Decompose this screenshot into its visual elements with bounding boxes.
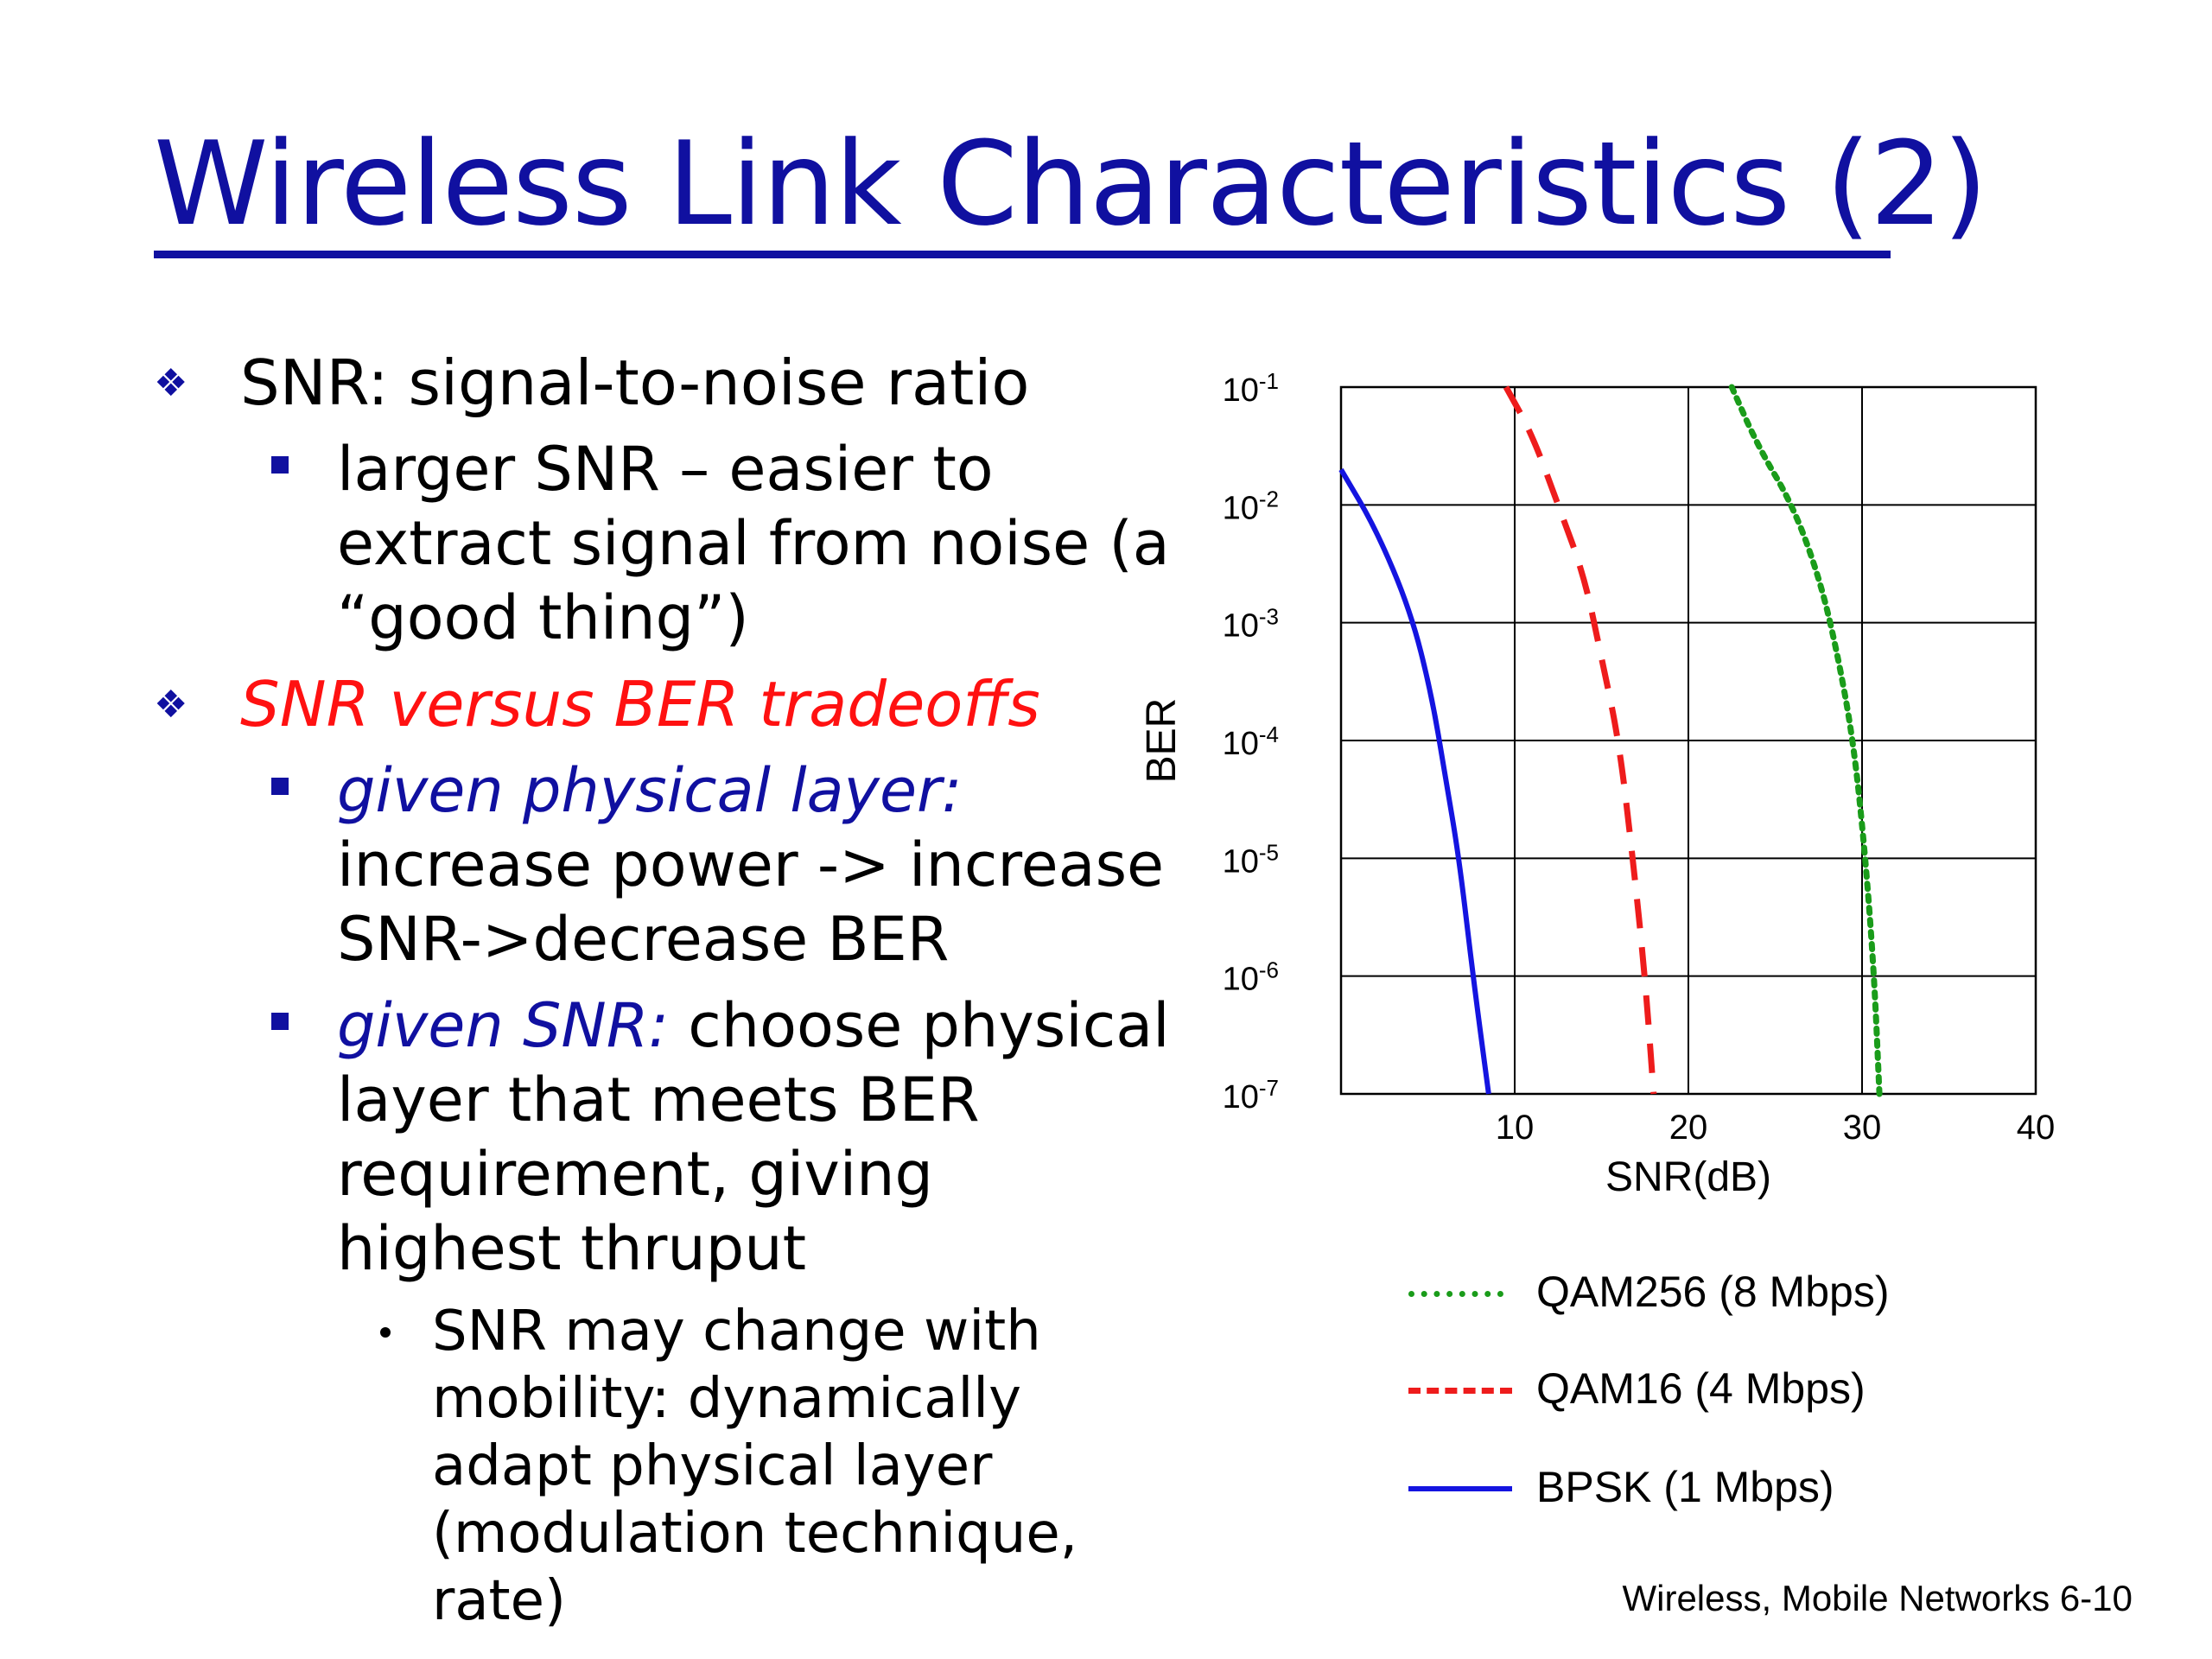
y-tick-label: 10-4 (1223, 721, 1279, 762)
y-tick-label: 10-7 (1223, 1075, 1279, 1116)
square-bullet-icon (271, 456, 289, 474)
legend-label-qam16: QAM16 (4 Mbps) (1536, 1364, 1866, 1413)
legend-label-qam256: QAM256 (8 Mbps) (1536, 1268, 1890, 1316)
bullet-mobility-text: SNR may change with mobility: dynamicall… (432, 1300, 1078, 1633)
title-underline (154, 251, 1891, 258)
bullet-physical-layer-text: increase power -> increase SNR->decrease… (337, 830, 1165, 975)
legend-swatch-bpsk (1408, 1486, 1512, 1491)
legend-swatch-qam16 (1408, 1388, 1512, 1394)
y-tick-label: 10-1 (1223, 368, 1279, 409)
square-bullet-icon (271, 778, 289, 795)
legend-label-bpsk: BPSK (1 Mbps) (1536, 1463, 1834, 1511)
legend-item-qam256: QAM256 (8 Mbps) (1408, 1262, 2100, 1322)
x-tick-label: 20 (1669, 1109, 1708, 1147)
y-tick-label: 10-2 (1223, 486, 1279, 526)
diamond-bullet-icon: ❖ (154, 361, 188, 405)
ber-snr-chart: 10-1 10-2 10-3 10-4 10-5 10-6 10-7 10 20 30 40 SNR(… (1123, 346, 2091, 1210)
dot-bullet-icon (380, 1327, 391, 1338)
legend-swatch-qam256 (1408, 1291, 1503, 1297)
x-axis-label: SNR(dB) (1605, 1154, 1771, 1200)
bullet-physical-layer-label: given physical layer: (337, 755, 963, 826)
x-tick-label: 30 (1843, 1109, 1882, 1147)
bullet-snr-text: SNR: signal-to-noise ratio (240, 346, 1030, 419)
bullet-tradeoffs-text: SNR versus BER tradeoffs (240, 668, 1040, 741)
diamond-bullet-icon: ❖ (154, 683, 188, 727)
bullet-list: ❖ SNR: signal-to-noise ratio larger SNR … (154, 346, 1173, 1635)
slide-footer: Wireless, Mobile Networks 6-10 (1622, 1578, 2133, 1618)
bullet-snr-sub-text: larger SNR – easier to extract signal fr… (337, 434, 1170, 653)
bullet-snr: ❖ SNR: signal-to-noise ratio (154, 346, 1173, 420)
series-line-bpsk (1338, 467, 1491, 1095)
series-line-qam16 (1503, 385, 1657, 1095)
bullet-given-snr-text: choose physical layer that meets BER req… (337, 990, 1170, 1284)
square-bullet-icon (271, 1013, 289, 1030)
bullet-given-snr: given SNR: choose physical layer that me… (154, 988, 1173, 1286)
bullet-given-snr-label: given SNR: (337, 990, 670, 1061)
bullet-tradeoffs: ❖ SNR versus BER tradeoffs (154, 667, 1173, 741)
y-axis-label: BER (1139, 698, 1185, 784)
y-tick-label: 10-3 (1223, 604, 1279, 645)
chart-legend: QAM256 (8 Mbps) QAM16 (4 Mbps) BPSK (1 M… (1408, 1262, 2100, 1573)
bullet-mobility: SNR may change with mobility: dynamicall… (154, 1298, 1173, 1635)
legend-item-bpsk: BPSK (1 Mbps) (1408, 1457, 2100, 1517)
bullet-physical-layer: given physical layer: increase power -> … (154, 753, 1173, 976)
y-tick-label: 10-6 (1223, 957, 1279, 998)
slide-title: Wireless Link Characteristics (2) (154, 117, 1988, 251)
bullet-snr-sub: larger SNR – easier to extract signal fr… (154, 432, 1173, 655)
legend-item-qam16: QAM16 (4 Mbps) (1408, 1358, 2100, 1419)
ber-snr-chart-svg: 10-1 10-2 10-3 10-4 10-5 10-6 10-7 10 20 30 40 SNR(… (1139, 368, 2056, 1200)
y-tick-label: 10-5 (1223, 839, 1279, 880)
x-tick-label: 10 (1496, 1109, 1535, 1147)
series-line-qam256 (1728, 384, 1883, 1097)
x-tick-label: 40 (2017, 1109, 2056, 1147)
